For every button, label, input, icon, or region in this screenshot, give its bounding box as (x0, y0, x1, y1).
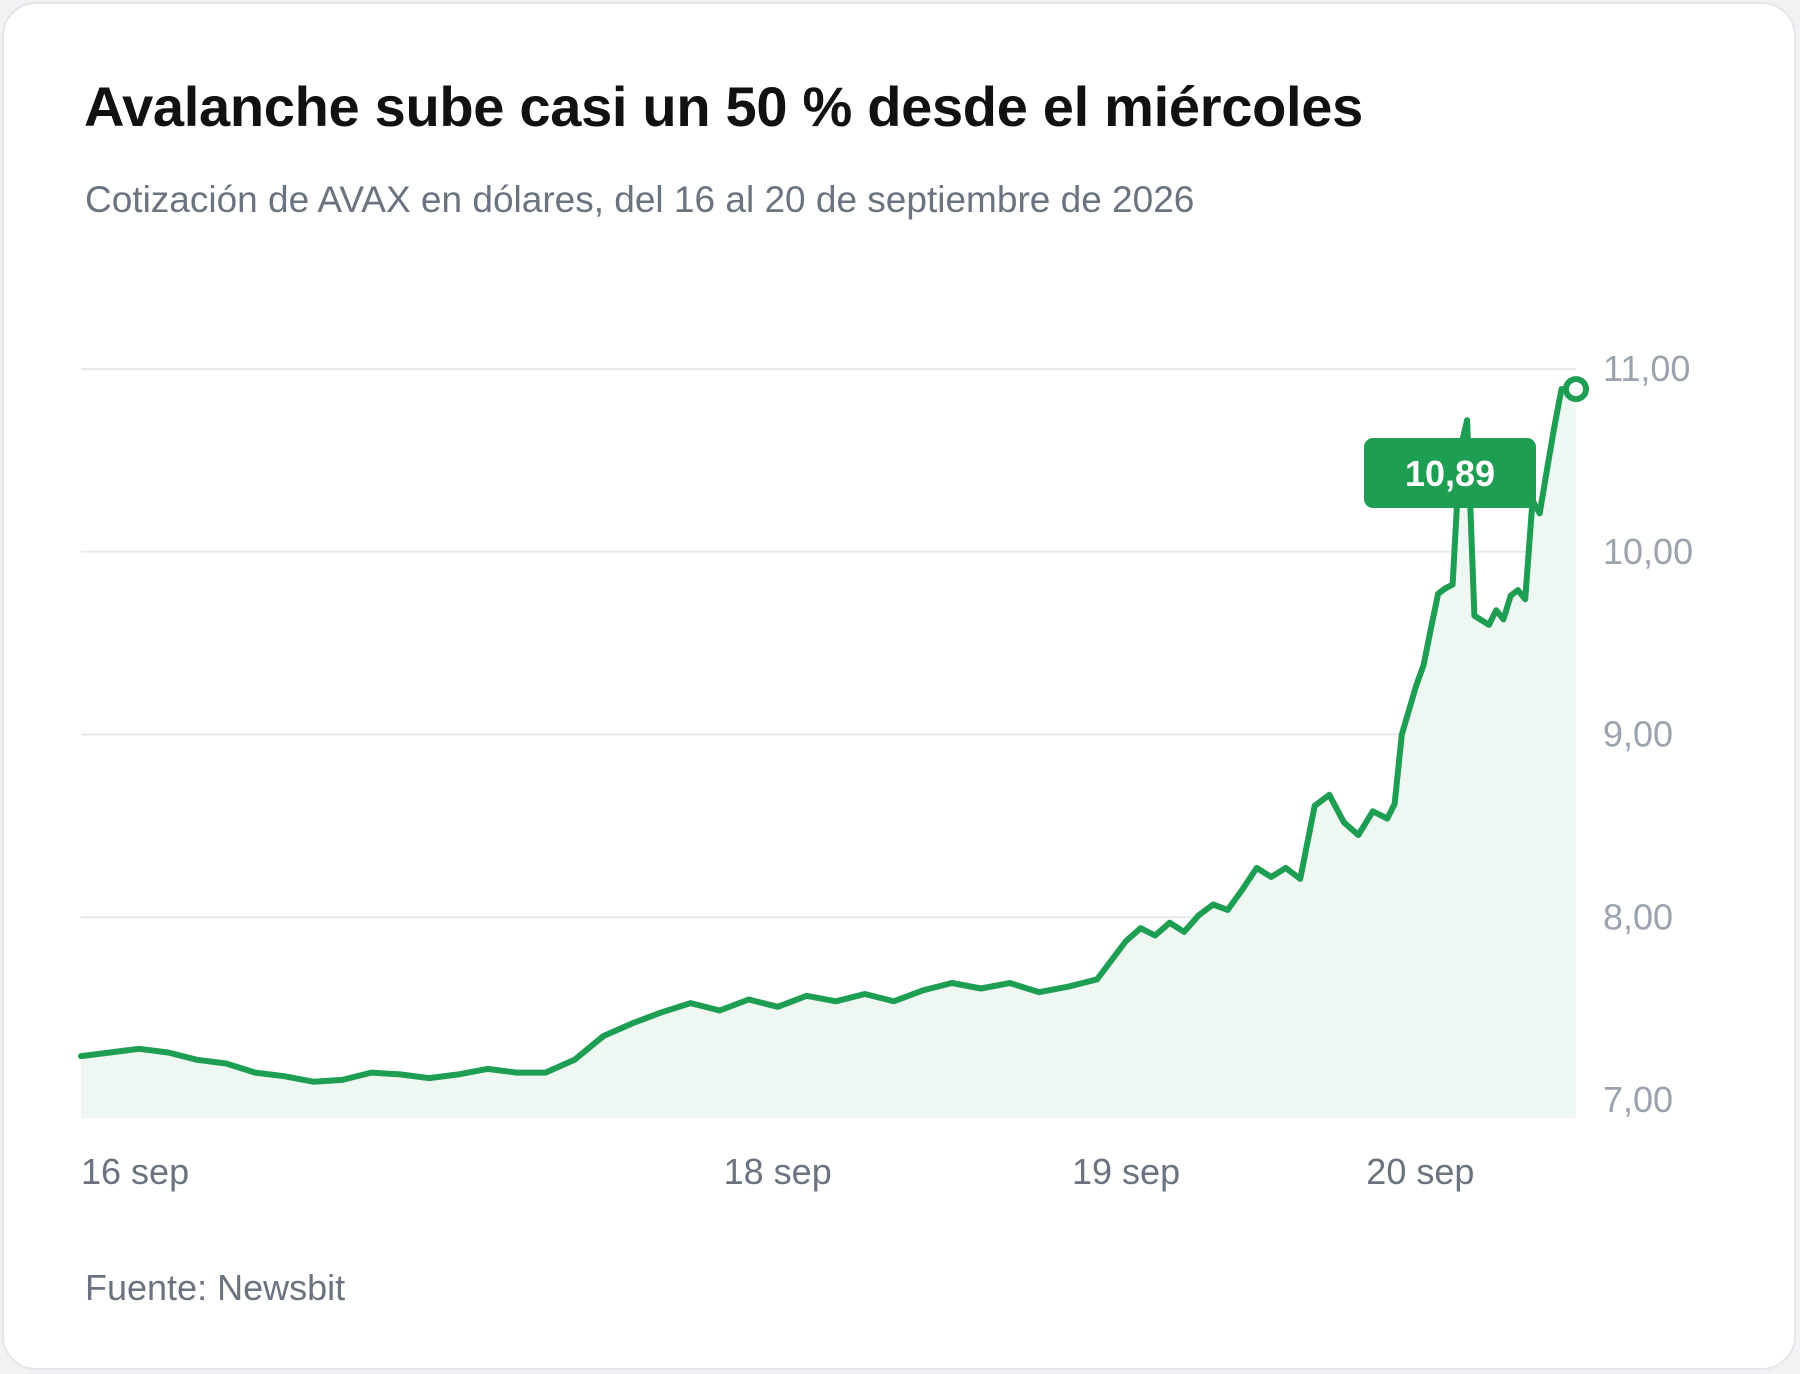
last-point-marker (1563, 376, 1589, 403)
y-tick-label: 9,00 (1603, 714, 1673, 755)
last-value-badge (1364, 438, 1536, 508)
x-tick-label: 18 sep (724, 1151, 832, 1192)
y-tick-label: 7,00 (1603, 1079, 1673, 1120)
price-area (81, 389, 1576, 1119)
y-tick-label: 10,00 (1603, 531, 1693, 572)
last-value-label: 10,89 (1405, 453, 1495, 494)
source-note: Fuente: Newsbit (85, 1267, 345, 1309)
chart-subtitle: Cotización de AVAX en dólares, del 16 al… (85, 179, 1195, 220)
y-tick-label: 8,00 (1603, 896, 1673, 937)
source-prefix: Fuente: (85, 1267, 218, 1308)
x-axis-labels: 16 sep 18 sep 19 sep 20 sep (81, 1151, 1474, 1192)
y-tick-label: 11,00 (1603, 348, 1690, 389)
x-tick-label: 16 sep (81, 1151, 189, 1192)
y-axis-labels: 7,00 8,00 9,00 10,00 11,00 (1603, 348, 1693, 1120)
last-value-callout: 10,89 (1364, 438, 1536, 508)
x-tick-label: 19 sep (1072, 1151, 1180, 1192)
x-tick-label: 20 sep (1366, 1151, 1474, 1192)
chart-title: Avalanche sube casi un 50 % desde el mié… (84, 75, 1363, 138)
source-name: Newsbit (217, 1267, 346, 1308)
